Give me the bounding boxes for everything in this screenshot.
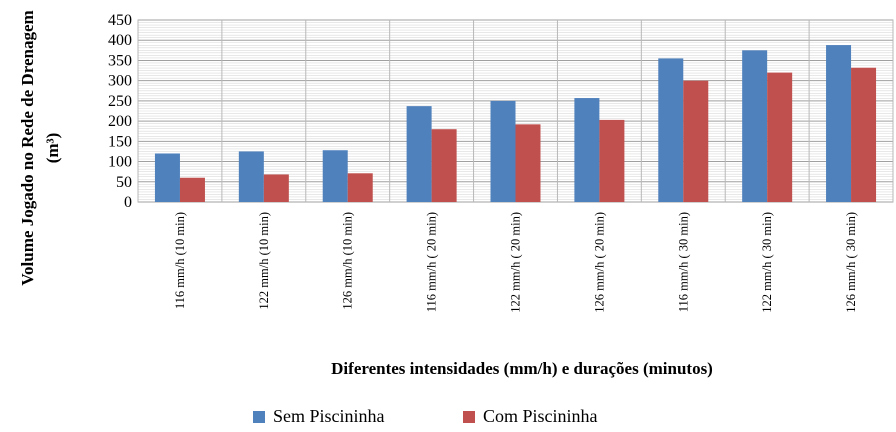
y-tick-label: 250 (108, 93, 132, 110)
bar-sem-3 (322, 150, 348, 202)
x-category-label: 122 mm/h ( 20 min) (509, 212, 523, 313)
bar-com-8 (767, 72, 793, 202)
legend: Sem Piscininha Com Piscininha (253, 406, 598, 426)
bar-sem-5 (490, 100, 516, 202)
bar-com-4 (431, 129, 457, 202)
x-category-label: 122 mm/h ( 30 min) (760, 212, 774, 313)
y-tick-label: 400 (108, 32, 132, 49)
y-tick-label: 200 (108, 113, 132, 130)
x-category-label: 126 mm/h ( 30 min) (844, 212, 858, 313)
x-category-label: 116 mm/h ( 30 min) (676, 212, 690, 312)
bar-sem-9 (826, 45, 852, 202)
y-tick-label: 0 (124, 194, 132, 211)
y-tick-label: 100 (108, 154, 132, 171)
y-tick-label: 50 (116, 174, 132, 191)
x-category-label: 126 mm/h (10 min) (341, 212, 355, 310)
bar-com-5 (515, 124, 541, 202)
bar-sem-7 (658, 58, 684, 202)
bar-com-2 (263, 174, 289, 202)
bar-com-7 (683, 80, 709, 202)
legend-label-1: Sem Piscininha (273, 406, 385, 426)
x-category-label: 122 mm/h (10 min) (257, 212, 271, 310)
y-tick-label: 300 (108, 73, 132, 90)
legend-swatch-2 (463, 411, 475, 423)
legend-swatch-1 (253, 411, 265, 423)
x-axis-title: Diferentes intensidades (mm/h) e duraçõe… (331, 359, 713, 378)
y-axis-ticks: 0 50 100 150 200 250 300 350 400 450 (108, 12, 132, 211)
legend-label-2: Com Piscininha (483, 406, 598, 426)
bar-sem-2 (238, 151, 264, 202)
y-axis-title-line2: (m³) (43, 133, 62, 164)
y-tick-label: 350 (108, 52, 132, 69)
x-axis-categories: 116 mm/h (10 min) 122 mm/h (10 min) 126 mm… (173, 212, 858, 313)
x-category-label: 116 mm/h ( 20 min) (425, 212, 439, 312)
bar-sem-8 (742, 50, 768, 203)
bar-sem-4 (406, 106, 432, 202)
x-category-label: 116 mm/h (10 min) (173, 212, 187, 309)
bar-com-9 (851, 67, 877, 202)
x-category-label: 126 mm/h ( 20 min) (592, 212, 606, 313)
bar-com-3 (347, 173, 373, 202)
bar-sem-6 (574, 98, 600, 202)
y-tick-label: 150 (108, 133, 132, 150)
bars (154, 45, 877, 203)
y-tick-label: 450 (108, 12, 132, 29)
bar-sem-1 (154, 153, 180, 202)
bar-com-6 (599, 119, 625, 202)
bar-com-1 (179, 177, 205, 202)
y-axis-title-line1: Volume Jogado no Rede de Drenagem (18, 10, 37, 285)
